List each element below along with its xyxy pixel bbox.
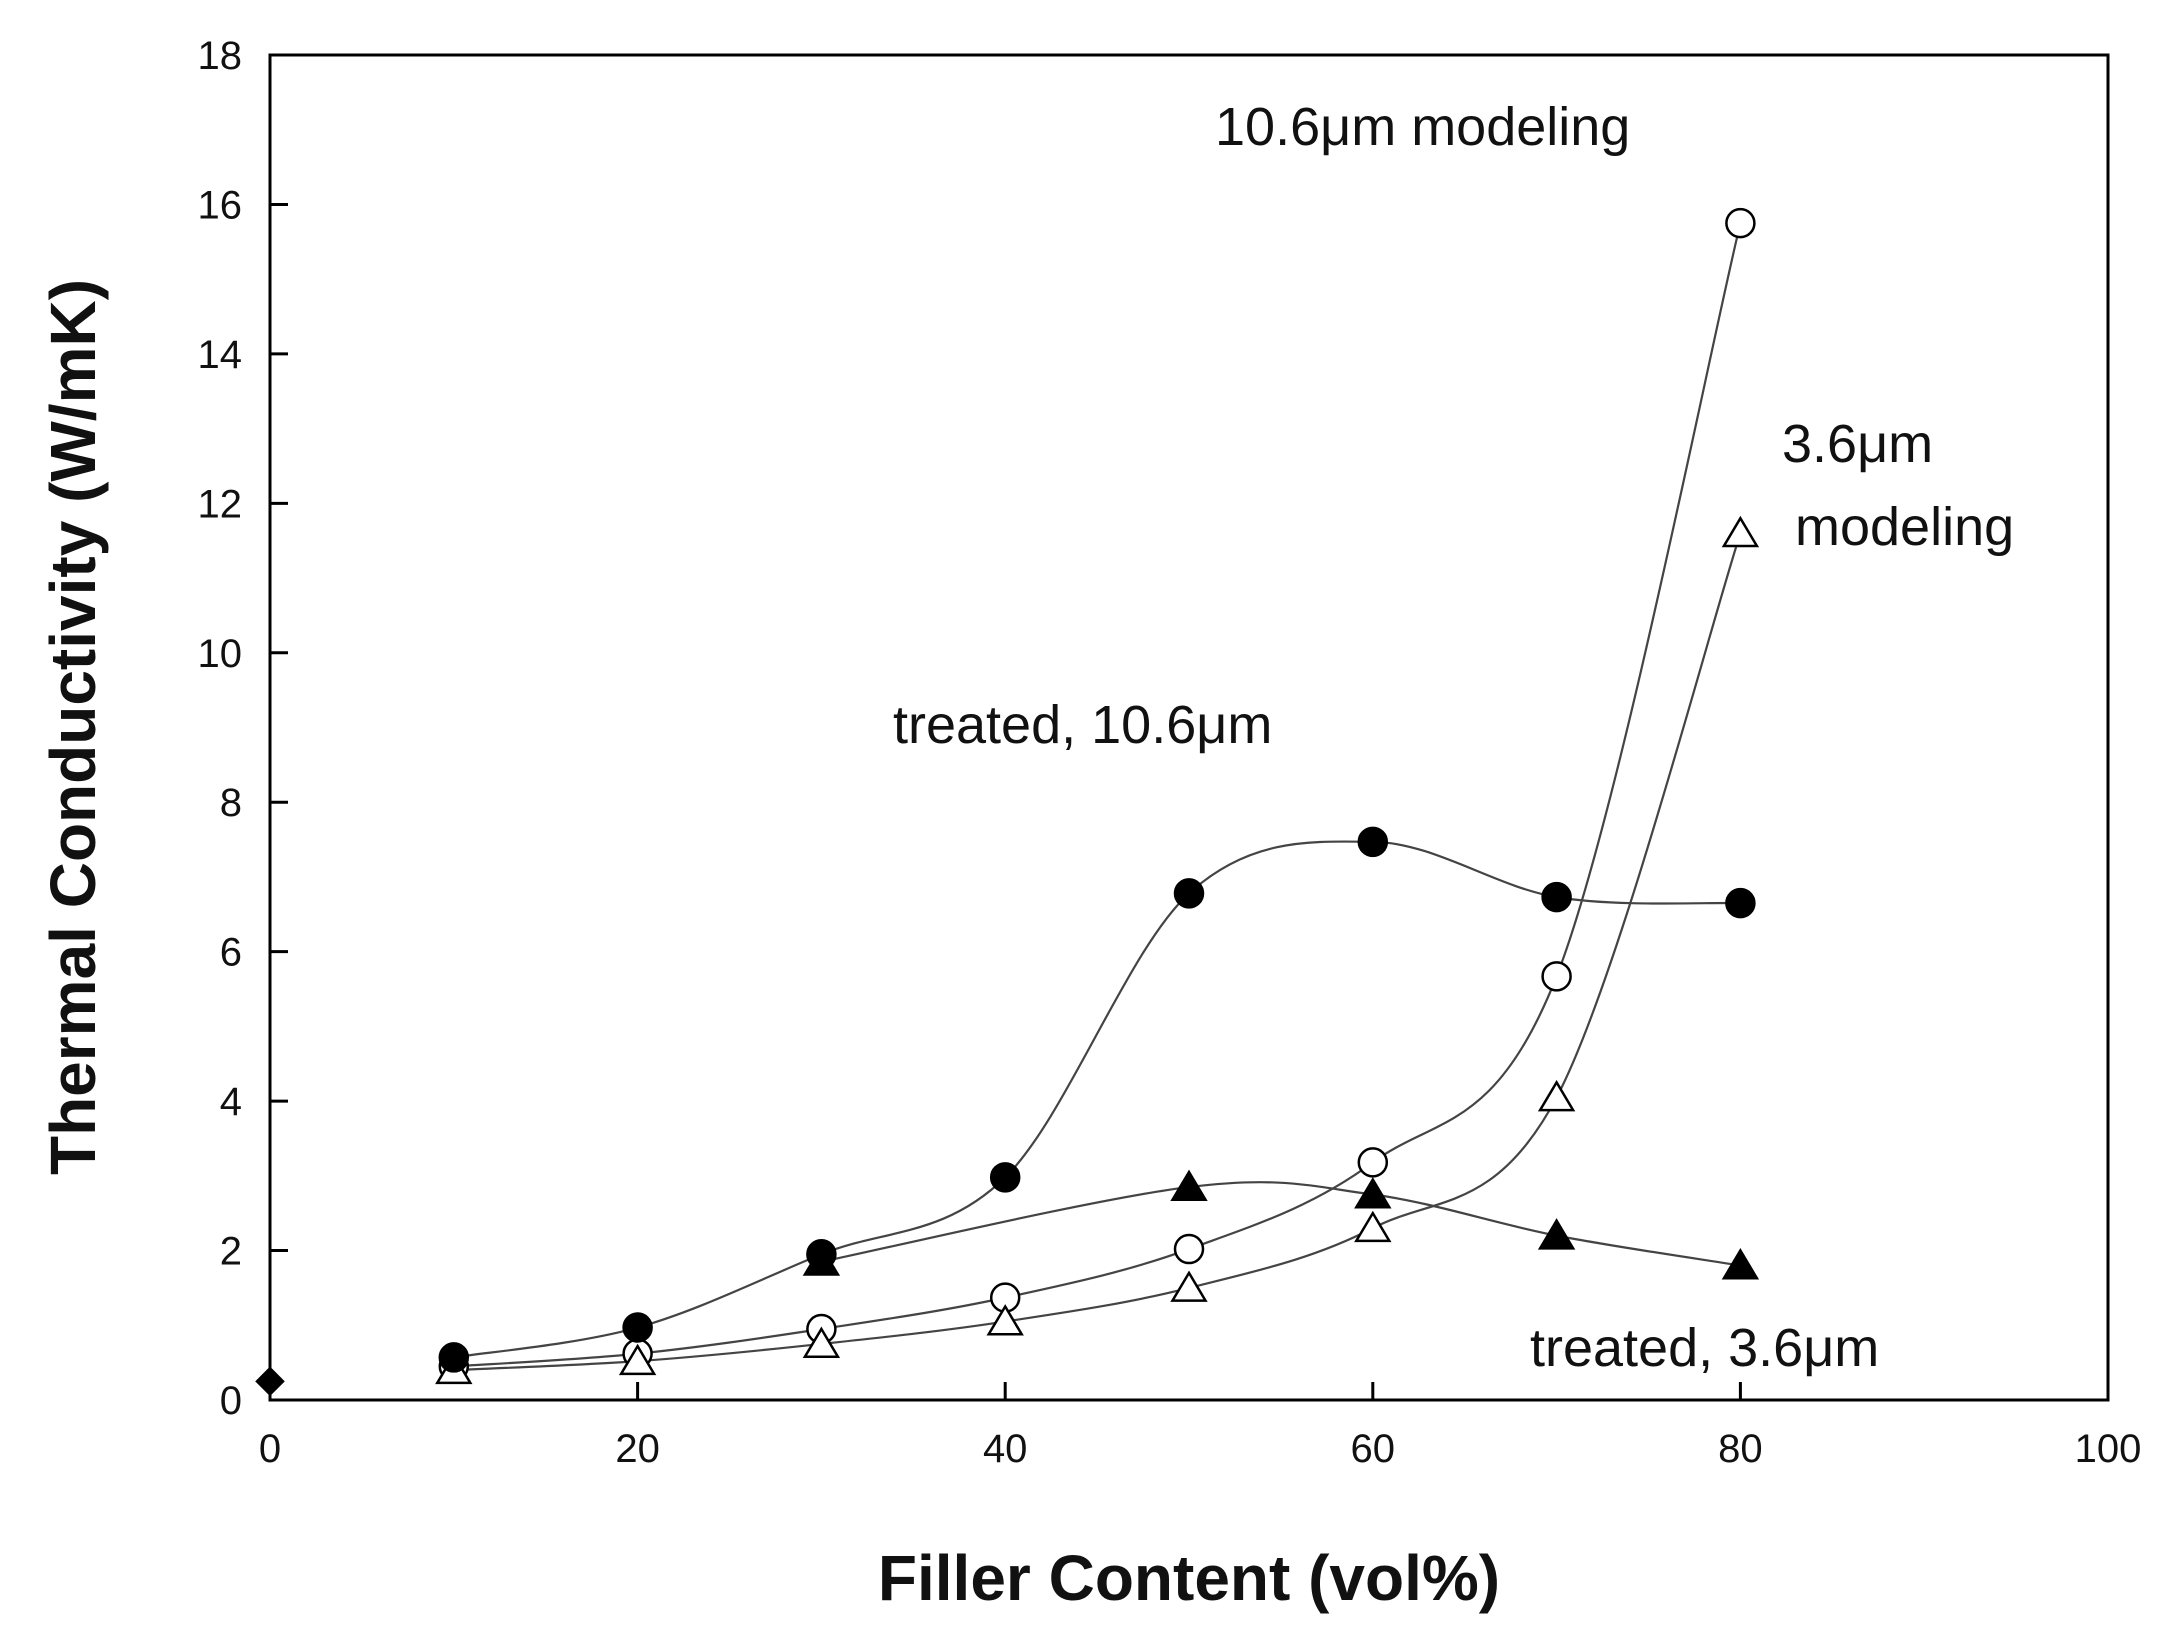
- data-point-origin: [255, 1366, 285, 1397]
- data-point-series-2: [1725, 207, 1756, 239]
- data-point-series-3: [1721, 515, 1760, 548]
- data-point-series-1: [802, 1244, 841, 1276]
- plot-frame: [268, 53, 2110, 1402]
- data-point-series-1: [1354, 1177, 1392, 1209]
- data-point-series-0: [989, 1162, 1021, 1193]
- data-point-series-0: [1541, 881, 1572, 913]
- x-tick-label: 40: [983, 1427, 1028, 1471]
- y-tick-label: 18: [198, 34, 243, 78]
- annotation-10-6-modeling: 10.6μm modeling: [1215, 97, 1630, 157]
- data-point-series-3: [1354, 1210, 1392, 1243]
- data-point-series-2: [1357, 1147, 1389, 1178]
- series-curve-0: [453, 840, 1741, 1359]
- annotation-3-6-modeling-line2: modeling: [1795, 497, 2014, 557]
- y-tick-label: 10: [198, 632, 243, 676]
- annotation-3-6-modeling-line1: 3.6μm: [1782, 414, 1933, 474]
- data-point-series-0: [622, 1312, 653, 1343]
- y-tick-label: 12: [198, 482, 243, 526]
- data-point-series-3: [1170, 1270, 1208, 1302]
- y-tick-label: 8: [220, 781, 242, 825]
- data-point-series-3: [618, 1343, 657, 1376]
- data-point-series-2: [1173, 1233, 1205, 1265]
- annotation-treated-10-6: treated, 10.6μm: [893, 695, 1272, 755]
- x-axis-title: Filler Content (vol%): [878, 1542, 1500, 1614]
- y-tick-label: 4: [220, 1080, 242, 1124]
- fitted-curves: [453, 222, 1742, 1372]
- y-tick-label: 14: [198, 333, 243, 377]
- data-point-series-0: [1173, 878, 1205, 909]
- annotation-treated-3-6: treated, 3.6μm: [1530, 1318, 1879, 1378]
- data-point-series-1: [1721, 1248, 1760, 1280]
- y-tick-label: 6: [220, 931, 242, 975]
- x-tick-label: 0: [259, 1427, 281, 1471]
- data-point-series-3: [986, 1304, 1024, 1336]
- x-tick-label: 60: [1351, 1427, 1396, 1471]
- data-markers: [255, 207, 1760, 1397]
- data-point-series-3: [802, 1326, 841, 1358]
- y-tick-label: 2: [220, 1230, 242, 1274]
- y-axis-title: Thermal Conductivity (W/mK): [37, 279, 109, 1175]
- y-tick-label: 0: [220, 1379, 242, 1423]
- series-curve-1: [821, 1181, 1741, 1267]
- data-point-series-3: [1537, 1079, 1576, 1112]
- data-point-series-0: [1725, 887, 1756, 919]
- data-point-series-0: [1357, 826, 1389, 858]
- y-tick-label: 16: [198, 183, 243, 227]
- data-point-series-0: [438, 1342, 470, 1373]
- x-tick-label: 80: [1718, 1427, 1763, 1471]
- x-tick-label: 20: [615, 1427, 660, 1471]
- data-point-series-1: [1537, 1218, 1576, 1250]
- axis-ticks: 0 20 40 60 80 100 0 2 4 6 8 10 12 14 16 18: [198, 34, 2142, 1471]
- data-point-series-1: [1170, 1169, 1208, 1202]
- data-point-series-2: [1541, 961, 1572, 992]
- series-curve-2: [453, 222, 1742, 1368]
- x-tick-label: 100: [2075, 1427, 2142, 1471]
